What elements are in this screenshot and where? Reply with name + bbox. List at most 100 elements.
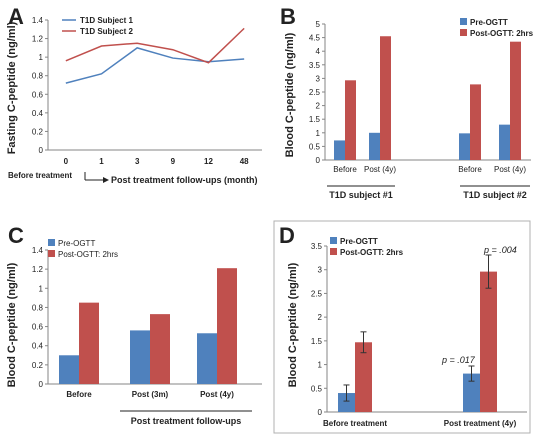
panel-a-letter: A — [8, 4, 24, 29]
panel-b-plot: 0 0.5 1 1.5 2 2.5 3 3.5 4 4.5 5 Before Post (4y) Befo… — [309, 18, 534, 174]
panel-d-y-tick-label: 3 — [318, 266, 323, 275]
panel-c: C Blood C-peptide (ng/ml) 0 0.2 0.4 0.6 0.8 1… — [6, 223, 262, 426]
panel-c-legend-swatch — [48, 239, 55, 246]
panel-b-bar — [334, 140, 345, 160]
panel-a-y-tick-label: 0.8 — [32, 72, 44, 81]
panel-b-bar — [380, 36, 391, 160]
panel-d-x-tick-label: Post treatment (4y) — [444, 419, 517, 428]
panel-c-bar — [59, 355, 79, 384]
panel-b-y-tick-label: 3 — [316, 74, 321, 83]
panel-d-y-tick-label: 0.5 — [311, 384, 323, 393]
panel-b: B Blood C-peptide (ng/ml) 0 0.5 1 1.5 2 2.5 3 3… — [280, 4, 534, 200]
panel-b-bar — [470, 84, 481, 160]
panel-d-bar — [338, 393, 355, 412]
panel-c-bar — [79, 302, 99, 384]
panel-c-bar — [197, 333, 217, 384]
panel-a-legend-label: T1D Subject 2 — [80, 27, 133, 36]
panel-a-x-tick-label: 48 — [240, 157, 249, 166]
panel-c-y-tick-label: 0.8 — [32, 303, 44, 312]
panel-d-ylabel: Blood C-peptide (ng/ml) — [287, 262, 299, 387]
panel-a-y-tick-label: 0.2 — [32, 127, 44, 136]
panel-b-x-tick-label: Before — [333, 165, 357, 174]
panel-a-series-line-1 — [65, 47, 245, 84]
panel-c-legend-swatch — [48, 250, 55, 257]
panel-d-plot: 0 0.5 1 1.5 2 2.5 3 3.5 Before treatment Post tre… — [311, 237, 527, 428]
panel-b-x-tick-label: Post (4y) — [494, 165, 526, 174]
panel-b-y-tick-label: 3.5 — [309, 61, 321, 70]
panel-a-legend-label: T1D Subject 1 — [80, 16, 133, 25]
panel-b-y-tick-label: 1 — [316, 129, 321, 138]
panel-a-y-tick-label: 1.4 — [32, 16, 44, 25]
panel-b-y-tick-label: 0.5 — [309, 142, 321, 151]
panel-d-y-tick-label: 1.5 — [311, 337, 323, 346]
panel-c-x-tick-label: Before — [66, 390, 92, 399]
panel-d-legend-label: Post-OGTT: 2hrs — [340, 248, 404, 257]
panel-d-letter: D — [279, 223, 295, 248]
panel-c-y-tick-label: 1.2 — [32, 265, 44, 274]
panel-b-legend-swatch — [460, 18, 467, 25]
panel-b-y-tick-label: 1.5 — [309, 115, 321, 124]
panel-a-xlabel-left: Before treatment — [8, 171, 72, 180]
panel-b-bar — [499, 124, 510, 160]
panel-b-y-tick-label: 2 — [316, 102, 321, 111]
panel-c-bar — [217, 268, 237, 384]
panel-b-group-label-2: T1D subject #2 — [463, 190, 527, 200]
panel-a-y-tick-label: 1 — [39, 53, 44, 62]
panel-d-y-tick-label: 1 — [318, 361, 323, 370]
panel-c-y-tick-label: 0.4 — [32, 342, 44, 351]
panel-c-bar — [130, 330, 150, 384]
panel-b-legend-label: Post-OGTT: 2hrs — [470, 29, 534, 38]
panel-c-x-tick-label: Post (4y) — [200, 390, 234, 399]
panel-c-y-tick-label: 1 — [39, 284, 44, 293]
panel-b-y-tick-label: 4 — [316, 47, 321, 56]
panel-d-y-tick-label: 2.5 — [311, 289, 323, 298]
panel-c-group-label: Post treatment follow-ups — [131, 416, 242, 426]
panel-a: A Fasting C-peptide (ng/ml) 0 0.2 0.4 0.6 0.… — [6, 4, 262, 185]
panel-d-bar — [355, 342, 372, 412]
panel-d-bar — [463, 373, 480, 412]
panel-c-y-tick-label: 0.6 — [32, 323, 44, 332]
panel-d-bar — [480, 271, 497, 412]
panel-a-ylabel: Fasting C-peptide (ng/ml) — [6, 21, 18, 154]
panel-c-ylabel: Blood C-peptide (ng/ml) — [6, 262, 18, 387]
panel-b-bar — [510, 41, 521, 160]
panel-d-legend-swatch — [330, 237, 337, 244]
panel-b-legend-swatch — [460, 29, 467, 36]
panel-a-y-tick-label: 0 — [39, 146, 44, 155]
panel-c-letter: C — [8, 223, 24, 248]
panel-a-x-tick-label: 0 — [64, 157, 69, 166]
panel-b-x-tick-label: Post (4y) — [364, 165, 396, 174]
panel-b-bar — [459, 133, 470, 160]
panel-a-x-tick-label: 12 — [204, 157, 213, 166]
panel-a-plot: 0 0.2 0.4 0.6 0.8 1 1.2 1.4 0 1 3 9 12 48 T1D Subject … — [32, 16, 262, 166]
panel-a-x-tick-label: 9 — [171, 157, 176, 166]
panel-b-bar — [345, 80, 356, 160]
panel-d-legend-label: Pre-OGTT — [340, 237, 378, 246]
panel-c-y-tick-label: 0.2 — [32, 361, 44, 370]
panel-b-group-label-1: T1D subject #1 — [329, 190, 393, 200]
panel-a-y-tick-label: 1.2 — [32, 35, 44, 44]
panel-a-y-tick-label: 0.4 — [32, 109, 44, 118]
panel-d-x-tick-label: Before treatment — [323, 419, 387, 428]
panel-d-y-tick-label: 2 — [318, 313, 323, 322]
panel-a-xlabel-right: Post treatment follow-ups (month) — [111, 175, 258, 185]
panel-b-ylabel: Blood C-peptide (ng/ml) — [284, 32, 296, 157]
panel-c-bar — [150, 314, 170, 384]
panel-a-y-tick-label: 0.6 — [32, 90, 44, 99]
panel-c-y-tick-label: 0 — [39, 380, 44, 389]
panel-a-series-line-2 — [65, 27, 245, 64]
panel-b-letter: B — [280, 4, 296, 29]
panel-b-y-tick-label: 2.5 — [309, 88, 321, 97]
panel-b-y-tick-label: 4.5 — [309, 34, 321, 43]
panel-d-annotation-post: p = .004 — [483, 245, 517, 255]
panel-b-y-tick-label: 0 — [316, 156, 321, 165]
panel-c-y-tick-label: 1.4 — [32, 246, 44, 255]
panel-a-x-tick-label: 3 — [135, 157, 140, 166]
panel-c-legend-label: Post-OGTT: 2hrs — [58, 250, 118, 259]
panel-c-plot: 0 0.2 0.4 0.6 0.8 1 1.2 1.4 Before Post (3m) Post … — [32, 239, 262, 399]
panel-b-legend-label: Pre-OGTT — [470, 18, 508, 27]
panel-d-y-tick-label: 3.5 — [311, 242, 323, 251]
panel-d: D Blood C-peptide (ng/ml) 0 0.5 1 1.5 2 2.5 3 3… — [273, 220, 531, 434]
panel-d-legend-swatch — [330, 248, 337, 255]
